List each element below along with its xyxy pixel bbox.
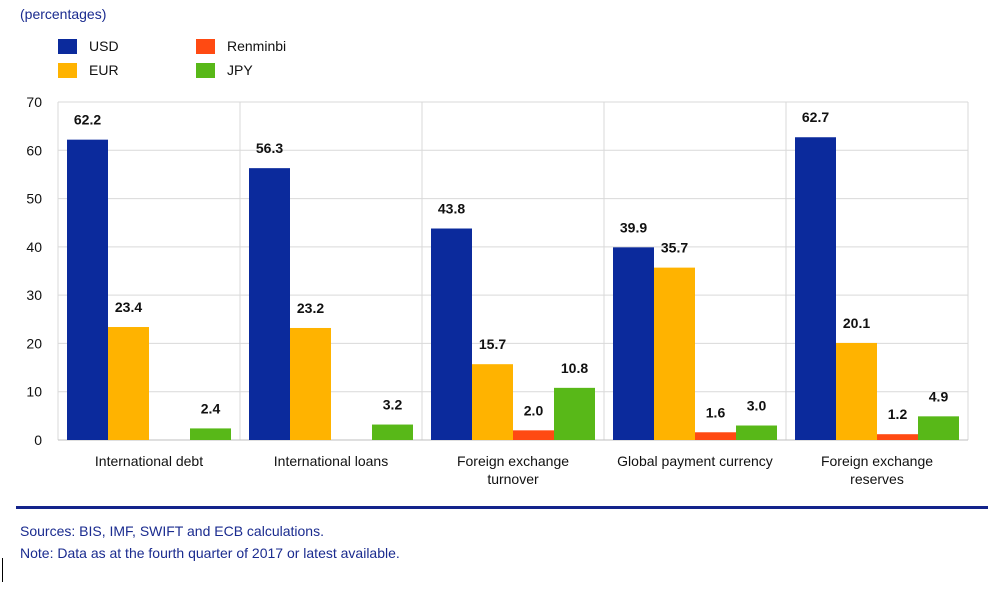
data-label-eur: 15.7 [479, 336, 506, 352]
note-text: Note: Data as at the fourth quarter of 2… [20, 545, 400, 561]
legend-item-eur: EUR [58, 60, 119, 80]
legend-item-jpy: JPY [196, 60, 253, 80]
data-label-renminbi: 2.0 [524, 402, 544, 418]
y-tick-label: 30 [26, 287, 42, 303]
data-label-usd: 39.9 [620, 219, 647, 235]
bar-renminbi [513, 430, 554, 440]
y-tick-label: 60 [26, 142, 42, 158]
bar-jpy [372, 424, 413, 440]
data-label-usd: 56.3 [256, 140, 283, 156]
category-label: Global payment currency [617, 453, 773, 469]
bar-usd [613, 247, 654, 440]
legend-swatch-usd [58, 38, 77, 54]
footer-divider [16, 506, 988, 509]
bar-eur [836, 342, 877, 440]
data-label-renminbi: 1.6 [706, 404, 726, 420]
bar-usd [795, 137, 836, 440]
text-cursor [2, 558, 3, 582]
data-label-jpy: 3.2 [383, 397, 403, 413]
data-label-renminbi: 1.2 [888, 406, 908, 422]
legend-item-renminbi: Renminbi [196, 36, 286, 56]
data-label-eur: 23.4 [115, 299, 142, 315]
y-tick-label: 0 [34, 432, 42, 448]
data-label-eur: 35.7 [661, 240, 688, 256]
bar-usd [431, 228, 472, 440]
chart-legend: USD Renminbi EUR JPY [58, 36, 378, 84]
y-tick-label: 20 [26, 335, 42, 351]
data-label-usd: 62.2 [74, 112, 101, 128]
data-label-jpy: 2.4 [201, 400, 221, 416]
bar-eur [472, 364, 513, 440]
legend-label-usd: USD [89, 38, 119, 54]
legend-label-jpy: JPY [227, 62, 253, 78]
y-tick-label: 10 [26, 384, 42, 400]
chart-subtitle: (percentages) [20, 6, 107, 22]
data-label-usd: 43.8 [438, 201, 465, 217]
legend-item-usd: USD [58, 36, 119, 56]
category-label: turnover [487, 471, 539, 487]
data-label-eur: 23.2 [297, 300, 324, 316]
category-label: reserves [850, 471, 904, 487]
category-label: Foreign exchange [821, 453, 933, 469]
bar-renminbi [695, 432, 736, 440]
category-label: International debt [95, 453, 203, 469]
bar-eur [654, 267, 695, 440]
chart-notes: Sources: BIS, IMF, SWIFT and ECB calcula… [20, 520, 400, 564]
bar-jpy [554, 387, 595, 440]
bar-jpy [190, 428, 231, 440]
data-label-usd: 62.7 [802, 109, 829, 125]
y-tick-label: 50 [26, 191, 42, 207]
legend-swatch-renminbi [196, 38, 215, 54]
y-tick-label: 70 [26, 94, 42, 110]
legend-swatch-jpy [196, 62, 215, 78]
data-label-jpy: 4.9 [929, 388, 949, 404]
legend-swatch-eur [58, 62, 77, 78]
bar-eur [108, 327, 149, 440]
category-label: International loans [274, 453, 388, 469]
bar-renminbi [877, 434, 918, 440]
bar-usd [249, 168, 290, 440]
data-label-jpy: 10.8 [561, 360, 588, 376]
legend-label-eur: EUR [89, 62, 119, 78]
bar-jpy [918, 416, 959, 440]
bar-usd [67, 139, 108, 441]
data-label-jpy: 3.0 [747, 398, 767, 414]
bar-chart: 0 10 20 30 40 50 60 70 62.2 23.4 2.4 International … [26, 94, 969, 487]
category-label: Foreign exchange [457, 453, 569, 469]
y-tick-label: 40 [26, 239, 42, 255]
bar-eur [290, 327, 331, 440]
bar-jpy [736, 425, 777, 440]
legend-label-renminbi: Renminbi [227, 38, 287, 54]
sources-text: Sources: BIS, IMF, SWIFT and ECB calcula… [20, 523, 324, 539]
data-label-eur: 20.1 [843, 315, 870, 331]
